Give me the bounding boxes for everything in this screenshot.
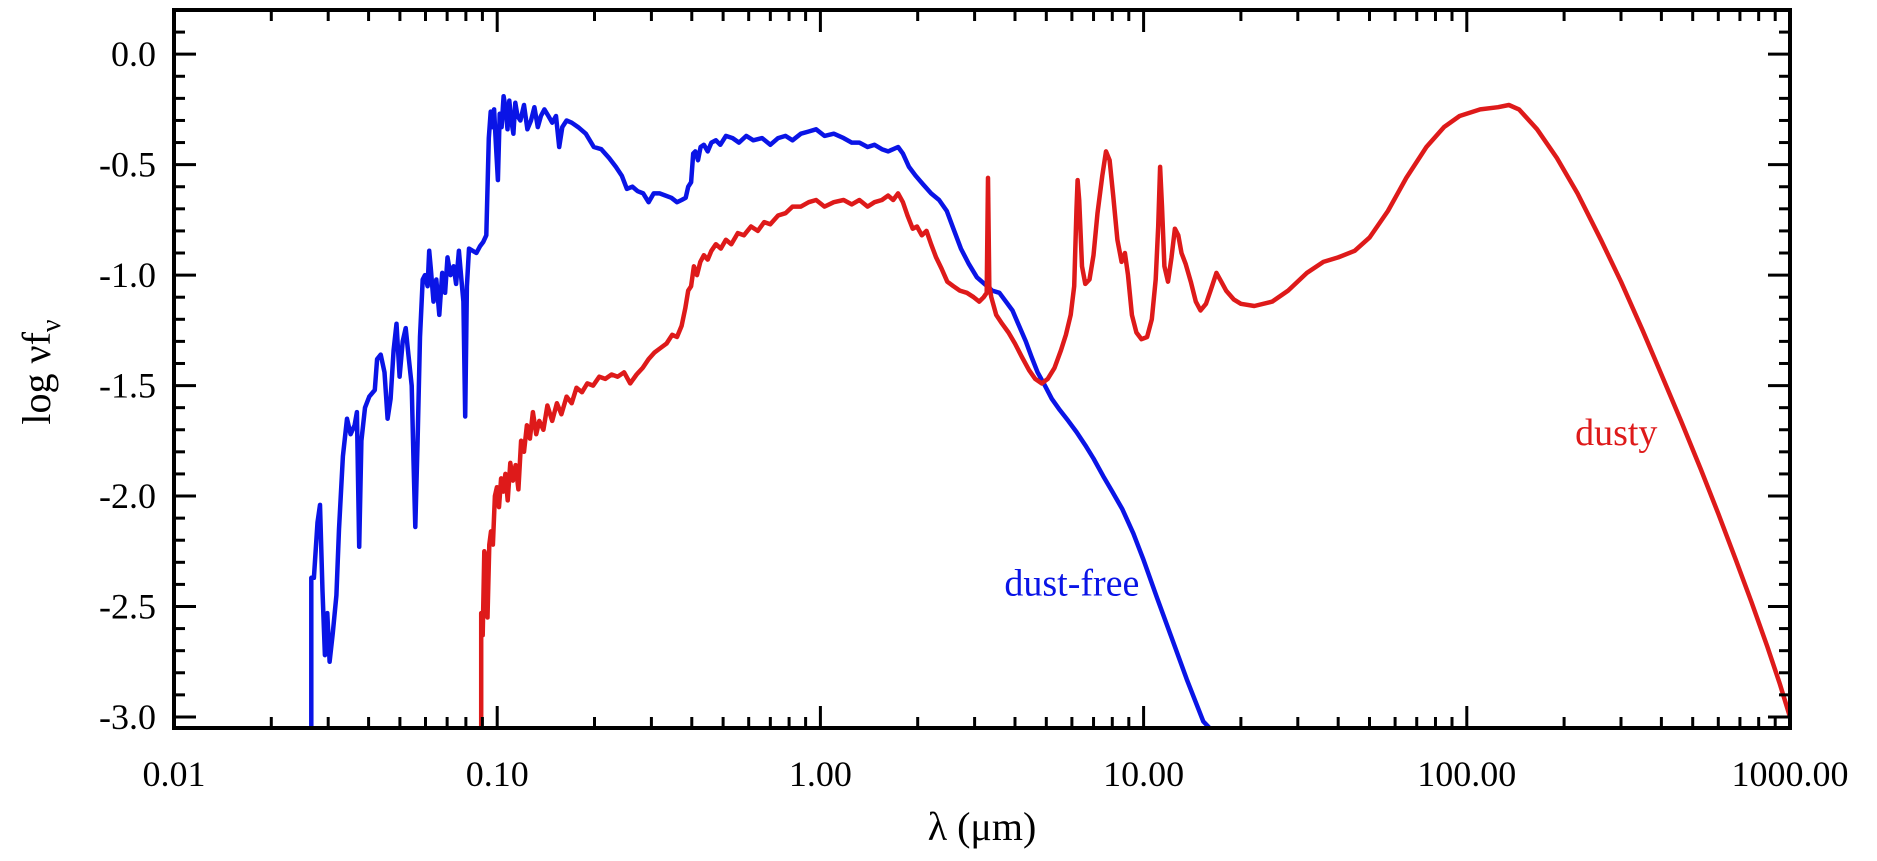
y-tick-label: -3.0 bbox=[99, 697, 156, 737]
y-tick-label: -0.5 bbox=[99, 145, 156, 185]
series-annotations: dust-free dusty bbox=[1004, 412, 1657, 604]
x-axis-title: λ (μm) bbox=[928, 804, 1037, 849]
annotation-dusty: dusty bbox=[1575, 412, 1657, 454]
series-lines bbox=[309, 93, 1790, 728]
y-axis-title-sub: ν bbox=[36, 319, 67, 332]
plot-frame bbox=[172, 8, 1792, 730]
y-tick-label: -1.0 bbox=[99, 255, 156, 295]
series-line-dusty bbox=[478, 102, 1790, 728]
y-axis-title: log νfν bbox=[14, 319, 67, 424]
axis-ticks bbox=[172, 8, 1792, 728]
x-tick-label: 10.00 bbox=[1103, 754, 1184, 794]
y-tick-label: -1.5 bbox=[99, 366, 156, 406]
y-axis-title-main: log νf bbox=[14, 331, 59, 424]
x-tick-label: 1000.00 bbox=[1732, 754, 1849, 794]
y-tick-label: -2.5 bbox=[99, 586, 156, 626]
y-tick-label: -2.0 bbox=[99, 476, 156, 516]
y-tick-label: 0.0 bbox=[111, 34, 156, 74]
x-tick-label: 1.00 bbox=[789, 754, 852, 794]
series-line-dust-free bbox=[309, 93, 1212, 728]
x-tick-label: 0.10 bbox=[466, 754, 529, 794]
x-tick-label: 0.01 bbox=[143, 754, 206, 794]
axis-tick-labels: 0.01 0.10 1.00 10.00 100.00 1000.00 0.0 -0.5 -1.… bbox=[99, 34, 1849, 794]
x-tick-label: 100.00 bbox=[1417, 754, 1516, 794]
annotation-dust-free: dust-free bbox=[1004, 562, 1139, 604]
